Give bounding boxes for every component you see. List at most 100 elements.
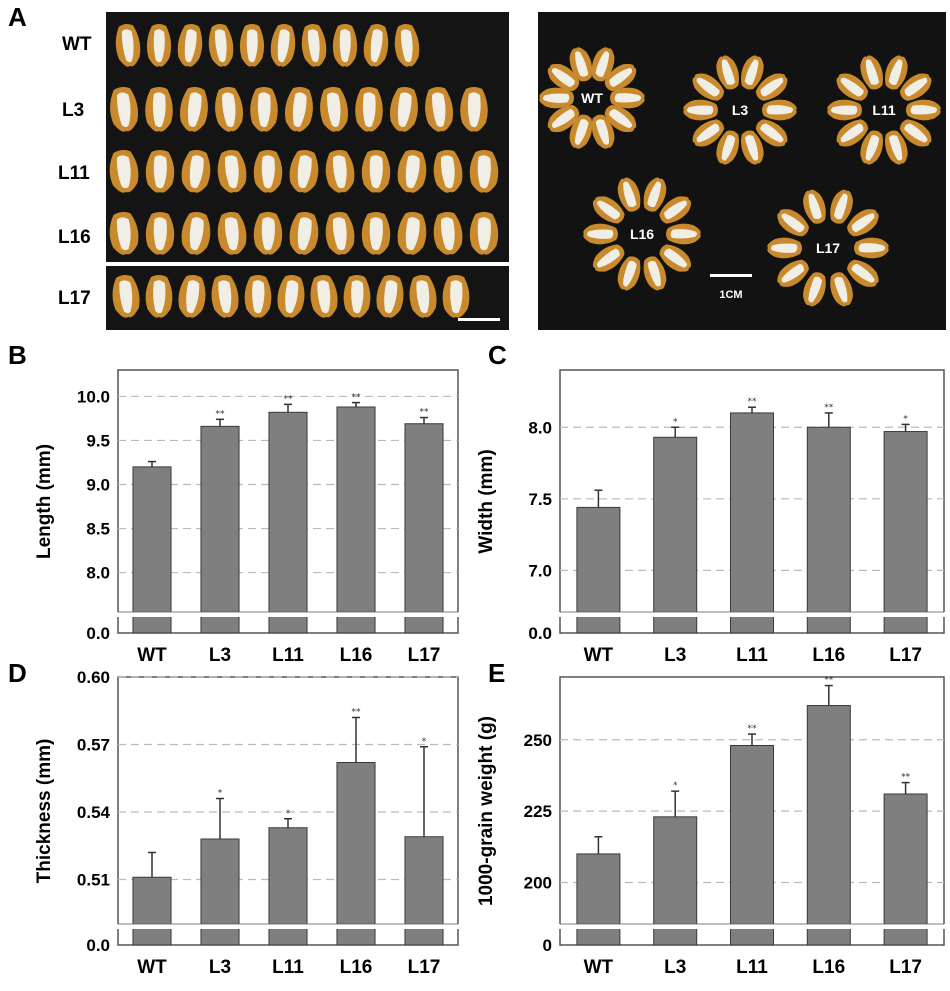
significance-l11: ** <box>748 724 758 734</box>
ring2-kernel-8 <box>716 55 740 90</box>
kernel-row1-1 <box>115 24 141 67</box>
bar-l3 <box>200 838 240 946</box>
ring5-kernel-9 <box>830 189 853 224</box>
kernel-row1-4 <box>208 24 234 67</box>
ring3-kernel-5 <box>836 119 869 147</box>
ring2-kernel-9 <box>740 55 764 90</box>
axis-break <box>116 612 460 617</box>
ring4-kernel-10 <box>659 196 692 224</box>
x-tick-label-l16: L16 <box>340 957 373 978</box>
kernel-row3-11 <box>469 150 499 193</box>
y-tick-label: 0.0 <box>86 624 110 643</box>
bar-l11 <box>268 411 308 634</box>
kernel-row3-5 <box>253 150 283 193</box>
ring4-kernel-5 <box>592 244 625 272</box>
kernel-row4-6 <box>289 212 319 255</box>
kernel-row1-3 <box>177 24 203 67</box>
significance-l11: ** <box>748 397 758 407</box>
significance-l3: * <box>673 417 678 427</box>
row-label-l16: L16 <box>58 227 91 249</box>
ring2-kernel-4 <box>716 130 740 165</box>
x-tick-label-l11: L11 <box>736 957 768 978</box>
kernel-row4-10 <box>433 212 463 255</box>
ring3-kernel-9 <box>884 55 908 90</box>
ring-label-wt: WT <box>581 90 603 106</box>
x-tick-label-l16: L16 <box>812 645 845 666</box>
kernel-row4-9 <box>397 212 427 255</box>
significance-l16: ** <box>352 393 362 403</box>
bar-l3 <box>653 436 698 634</box>
y-tick-label: 0.57 <box>77 736 110 755</box>
bar-l11 <box>729 744 775 946</box>
panel-label-a: A <box>8 2 27 32</box>
ring5-kernel-2 <box>847 259 879 287</box>
ring1-kernel-5 <box>547 104 580 133</box>
ring1-kernel-7 <box>547 63 580 92</box>
bar-l16 <box>336 762 376 946</box>
x-tick-label-l3: L3 <box>209 957 231 978</box>
y-tick-label: 7.5 <box>528 490 552 509</box>
x-tick-label-l11: L11 <box>272 957 304 978</box>
panel-label-b: B <box>8 340 27 370</box>
y-axis-label: Length (mm) <box>34 444 55 559</box>
ring1-kernel-4 <box>569 114 593 149</box>
kernel-row5-3 <box>178 275 206 318</box>
kernel-row3-1 <box>109 150 139 193</box>
bar-l17 <box>883 431 928 634</box>
x-tick-label-wt: WT <box>137 645 167 666</box>
ring3-kernel-2 <box>899 119 932 147</box>
x-tick-label-wt: WT <box>584 645 614 666</box>
ring-label-l16: L16 <box>630 226 654 242</box>
y-tick-label: 8.0 <box>86 564 110 583</box>
kernel-row5-8 <box>343 275 371 318</box>
kernel-row5-6 <box>277 275 305 318</box>
ring2-kernel-2 <box>755 119 788 147</box>
kernel-row2-7 <box>320 87 349 132</box>
scale-bar <box>710 274 752 277</box>
kernel-row3-10 <box>433 150 463 193</box>
ring3-kernel-4 <box>860 130 884 165</box>
bar-l16 <box>806 705 851 946</box>
y-tick-label: 10.0 <box>77 387 110 406</box>
ring4-kernel-9 <box>643 177 667 212</box>
kernel-row4-5 <box>253 212 283 255</box>
axis-break <box>116 924 460 929</box>
kernel-row3-2 <box>145 150 175 193</box>
chart-thickness: 0.0 0.51 0.54 0.57 0.60 Thickness (mm) WT * L3 * L… <box>0 665 478 991</box>
significance-l17: ** <box>420 408 430 418</box>
significance-l17: * <box>903 414 908 424</box>
kernel-row5-10 <box>409 275 437 318</box>
y-tick-label: 200 <box>524 873 552 892</box>
length-bar-chart: 0.0 8.0 8.5 9.0 9.5 10.0 Length (mm) WT ** L3 ** L1… <box>34 369 460 666</box>
kernel-rings-photo: WT L3 L11 L16 L17 1CM <box>538 12 946 330</box>
x-tick-label-l17: L17 <box>889 957 922 978</box>
photo-separator <box>106 262 509 266</box>
ring-label-l17: L17 <box>816 240 840 256</box>
bar-l17 <box>404 423 444 634</box>
x-tick-label-l16: L16 <box>812 957 845 978</box>
ring-label-l3: L3 <box>732 102 749 118</box>
kernel-row2-9 <box>389 87 418 132</box>
ring1-kernel-2 <box>604 104 637 133</box>
axis-break <box>558 612 946 617</box>
x-tick-label-l17: L17 <box>408 645 441 666</box>
kernel-row2-3 <box>179 87 208 132</box>
width-bar-chart: 0.0 7.0 7.5 8.0 Width (mm) WT * L3 ** L11 ** L16 * L1… <box>476 369 946 666</box>
ring5-kernel-4 <box>803 272 826 307</box>
significance-l11: ** <box>284 394 294 404</box>
kernel-row4-4 <box>217 212 247 255</box>
kernel-row3-6 <box>289 150 319 193</box>
bar-l16 <box>806 426 851 634</box>
chart-length: 0.0 8.0 8.5 9.0 9.5 10.0 Length (mm) WT ** L3 ** L1… <box>0 360 478 666</box>
y-tick-label: 0.51 <box>77 871 110 890</box>
y-tick-label: 9.5 <box>86 431 110 450</box>
y-tick-label: 0.0 <box>528 624 552 643</box>
ring2-kernel-1 <box>762 99 797 121</box>
x-tick-label-l11: L11 <box>272 645 304 666</box>
significance-l16: ** <box>824 676 834 686</box>
x-tick-label-l3: L3 <box>664 957 686 978</box>
kernel-row3-7 <box>325 150 355 193</box>
panel-label-d: D <box>8 658 27 688</box>
y-tick-label: 8.0 <box>528 418 552 437</box>
y-tick-label: 0.60 <box>77 668 110 687</box>
